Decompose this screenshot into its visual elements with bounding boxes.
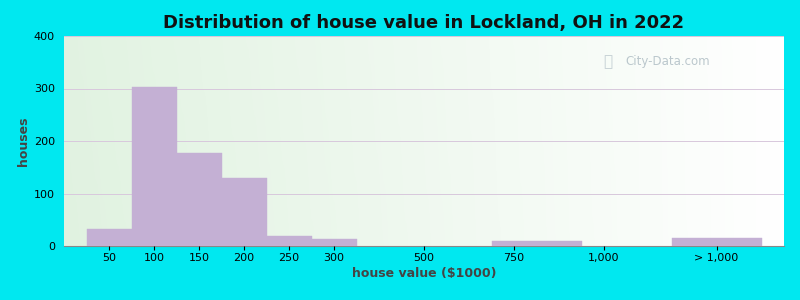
Bar	[222, 178, 266, 246]
Bar	[266, 236, 311, 246]
Title: Distribution of house value in Lockland, OH in 2022: Distribution of house value in Lockland,…	[163, 14, 685, 32]
Bar	[491, 241, 582, 246]
Text: ⦿: ⦿	[603, 54, 612, 69]
Bar	[177, 152, 222, 246]
X-axis label: house value ($1000): house value ($1000)	[352, 267, 496, 280]
Bar	[671, 238, 762, 246]
Bar	[311, 239, 357, 246]
Bar	[131, 87, 177, 246]
Y-axis label: houses: houses	[17, 116, 30, 166]
Text: City-Data.com: City-Data.com	[626, 55, 710, 68]
Bar	[86, 229, 131, 246]
